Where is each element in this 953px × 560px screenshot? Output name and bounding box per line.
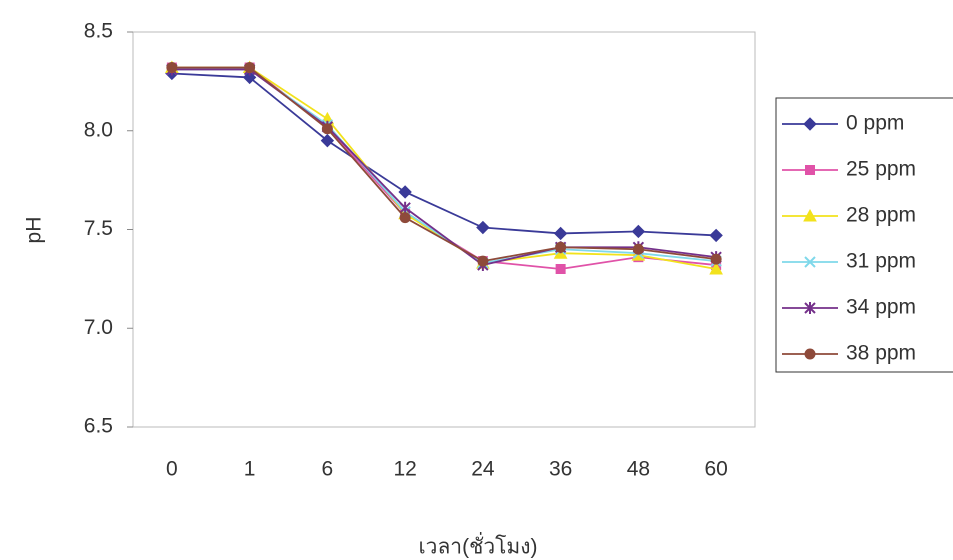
marker bbox=[477, 255, 489, 267]
series-line bbox=[171, 68, 717, 267]
marker bbox=[804, 348, 816, 360]
x-tick-label: 1 bbox=[244, 458, 256, 481]
legend-label: 28 ppm bbox=[846, 204, 916, 227]
marker bbox=[321, 123, 333, 135]
marker bbox=[166, 62, 178, 74]
marker bbox=[632, 243, 644, 255]
legend-label: 0 ppm bbox=[846, 112, 904, 135]
marker bbox=[399, 212, 411, 224]
marker bbox=[803, 117, 817, 131]
marker bbox=[242, 70, 257, 85]
y-tick-label: 8.0 bbox=[84, 118, 113, 141]
marker bbox=[803, 208, 817, 222]
marker bbox=[804, 256, 816, 268]
y-tick-label: 7.0 bbox=[84, 316, 113, 339]
x-tick-label: 6 bbox=[322, 458, 334, 481]
marker bbox=[555, 241, 567, 253]
y-tick-label: 6.5 bbox=[84, 415, 113, 438]
legend-box bbox=[775, 97, 953, 373]
legend-label: 25 ppm bbox=[846, 158, 916, 181]
marker bbox=[710, 253, 722, 265]
x-tick-label: 24 bbox=[471, 458, 495, 481]
x-axis-label: เวลา(ชั่วโมง) bbox=[418, 532, 537, 559]
marker bbox=[805, 165, 815, 175]
legend-label: 38 ppm bbox=[846, 342, 916, 365]
marker bbox=[553, 226, 568, 241]
y-axis-label: pH bbox=[23, 217, 46, 244]
marker bbox=[804, 302, 816, 314]
y-tick-label: 7.5 bbox=[84, 217, 113, 240]
marker bbox=[555, 264, 566, 274]
x-tick-label: 48 bbox=[627, 458, 650, 481]
y-tick-label: 8.5 bbox=[84, 20, 113, 43]
x-tick-label: 12 bbox=[393, 458, 416, 481]
legend-label: 31 ppm bbox=[846, 250, 916, 273]
marker bbox=[399, 201, 411, 214]
marker bbox=[709, 261, 723, 275]
legend-label: 34 ppm bbox=[846, 296, 916, 319]
marker bbox=[320, 133, 335, 148]
marker bbox=[631, 224, 646, 239]
plot-area bbox=[132, 31, 756, 428]
marker bbox=[709, 228, 723, 243]
series-line bbox=[171, 72, 717, 237]
series-line bbox=[171, 66, 717, 263]
x-tick-label: 0 bbox=[166, 458, 178, 481]
x-tick-label: 36 bbox=[549, 458, 572, 481]
x-tick-label: 60 bbox=[704, 458, 727, 481]
marker bbox=[244, 62, 256, 74]
marker bbox=[476, 220, 490, 235]
marker bbox=[398, 185, 412, 199]
